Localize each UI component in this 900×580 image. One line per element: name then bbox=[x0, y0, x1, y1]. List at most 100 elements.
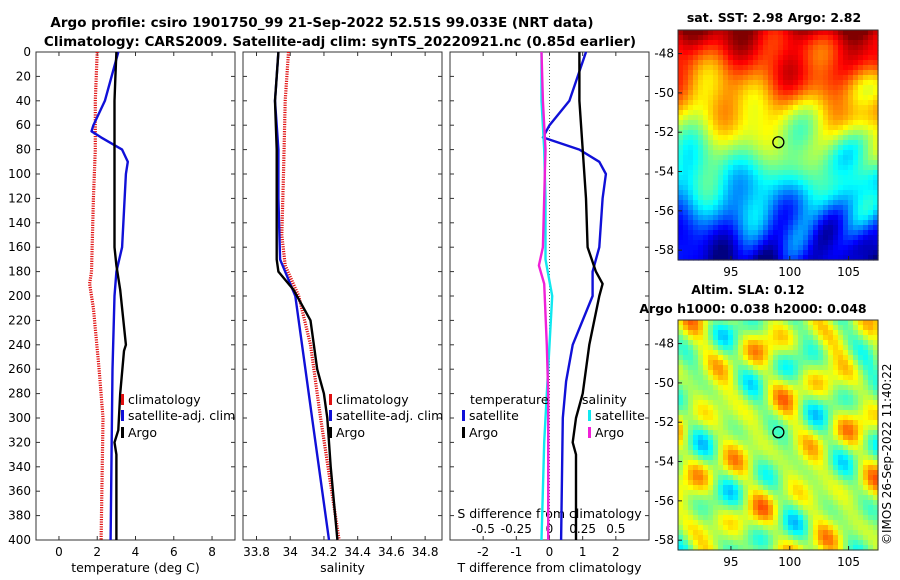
sst_map-cell bbox=[693, 55, 699, 61]
sst_map-cell bbox=[778, 255, 784, 261]
sst_map-cell bbox=[833, 60, 839, 66]
sla_map-cell bbox=[843, 500, 849, 506]
sst_map-cell bbox=[743, 225, 749, 231]
sst_map-cell bbox=[718, 135, 724, 141]
sla_map-cell bbox=[723, 480, 729, 486]
sst_map-cell bbox=[738, 225, 744, 231]
sst_map-cell bbox=[798, 180, 804, 186]
sla_map-cell bbox=[863, 380, 869, 386]
sla_map-cell bbox=[793, 430, 799, 436]
legend-temperature-title: temperature bbox=[470, 392, 549, 407]
sla_map-cell bbox=[733, 410, 739, 416]
sst_map-cell bbox=[693, 200, 699, 206]
sst_map-cell bbox=[763, 35, 769, 41]
sla_map-cell bbox=[743, 350, 749, 356]
sst_map-cell bbox=[818, 120, 824, 126]
sst_map-cell bbox=[743, 195, 749, 201]
sla_map-cell bbox=[733, 515, 739, 521]
sla_map-cell bbox=[688, 480, 694, 486]
sla_map-cell bbox=[728, 345, 734, 351]
sla_map-cell bbox=[758, 355, 764, 361]
sst_map-cell bbox=[743, 255, 749, 261]
sla_map-cell bbox=[788, 445, 794, 451]
sst_map-cell bbox=[683, 85, 689, 91]
sla_map-cell bbox=[763, 520, 769, 526]
sla_map-cell bbox=[738, 470, 744, 476]
sla_map-cell bbox=[803, 490, 809, 496]
sla_map-cell bbox=[688, 460, 694, 466]
sla_map-cell bbox=[873, 485, 879, 491]
sst_map-cell bbox=[753, 140, 759, 146]
sla_map-cell bbox=[723, 335, 729, 341]
sla_map-cell bbox=[738, 495, 744, 501]
sla_map-cell bbox=[843, 505, 849, 511]
sst_map-cell bbox=[728, 75, 734, 81]
sst_map-cell bbox=[703, 175, 709, 181]
sst_map-cell bbox=[678, 80, 684, 86]
sla_map-cell bbox=[848, 340, 854, 346]
sla_map-cell bbox=[713, 450, 719, 456]
sst_map-cell bbox=[868, 100, 874, 106]
sla_map-cell bbox=[793, 395, 799, 401]
sla_map-cell bbox=[758, 425, 764, 431]
sla_map-cell bbox=[768, 385, 774, 391]
sst_map-cell bbox=[833, 220, 839, 226]
sla_map-cell bbox=[768, 535, 774, 541]
sla_map-cell bbox=[728, 365, 734, 371]
sla_map-cell bbox=[723, 400, 729, 406]
sla_map-cell bbox=[733, 445, 739, 451]
sla_map-cell bbox=[873, 435, 879, 441]
sst_map-cell bbox=[688, 60, 694, 66]
sst_map-cell bbox=[713, 180, 719, 186]
sla_map-cell bbox=[708, 470, 714, 476]
sst_map-cell bbox=[868, 30, 874, 36]
sst_map-cell bbox=[798, 85, 804, 91]
sst_map-cell bbox=[703, 225, 709, 231]
salinity-legend-0-swatch bbox=[329, 394, 332, 405]
sla_map-cell bbox=[698, 430, 704, 436]
sla_map-cell bbox=[723, 380, 729, 386]
sst_map-cell bbox=[873, 90, 879, 96]
sla_map-cell bbox=[753, 470, 759, 476]
sla_map-cell bbox=[733, 395, 739, 401]
sla_map-cell bbox=[753, 480, 759, 486]
sst_map-cell bbox=[873, 110, 879, 116]
sst_map-cell bbox=[693, 220, 699, 226]
sst_map-cell bbox=[838, 60, 844, 66]
sla_map-cell bbox=[803, 425, 809, 431]
sla_map-cell bbox=[873, 335, 879, 341]
sla_map-cell bbox=[738, 510, 744, 516]
sst_map-cell bbox=[708, 135, 714, 141]
sla_map-cell bbox=[863, 340, 869, 346]
sla_map-cell bbox=[718, 475, 724, 481]
sla_map-cell bbox=[828, 330, 834, 336]
sst_map-cell bbox=[813, 100, 819, 106]
sla_map-cell bbox=[863, 535, 869, 541]
sst_map-cell bbox=[743, 105, 749, 111]
sst_map-xtick-label: 105 bbox=[837, 265, 860, 279]
sla_map-cell bbox=[693, 415, 699, 421]
sst_map-cell bbox=[793, 255, 799, 261]
sla_map-cell bbox=[723, 505, 729, 511]
sst_map-cell bbox=[868, 195, 874, 201]
sla_map-cell bbox=[718, 520, 724, 526]
sla_map-cell bbox=[723, 405, 729, 411]
sla_map-cell bbox=[828, 430, 834, 436]
sst_map-cell bbox=[818, 55, 824, 61]
sla_map-cell bbox=[788, 500, 794, 506]
sst_map-cell bbox=[833, 210, 839, 216]
sla_map-cell bbox=[713, 525, 719, 531]
sst_map-cell bbox=[788, 125, 794, 131]
sla_map-cell bbox=[783, 365, 789, 371]
sst_map-cell bbox=[778, 65, 784, 71]
sst_map-cell bbox=[773, 85, 779, 91]
sla_map-cell bbox=[858, 390, 864, 396]
sla_map-cell bbox=[738, 355, 744, 361]
sst_map-cell bbox=[748, 100, 754, 106]
sla_map-cell bbox=[778, 545, 784, 551]
sla_map-cell bbox=[793, 425, 799, 431]
sla_map-cell bbox=[748, 530, 754, 536]
sla_map-cell bbox=[823, 420, 829, 426]
sla_map-cell bbox=[723, 370, 729, 376]
sst_map-cell bbox=[873, 225, 879, 231]
